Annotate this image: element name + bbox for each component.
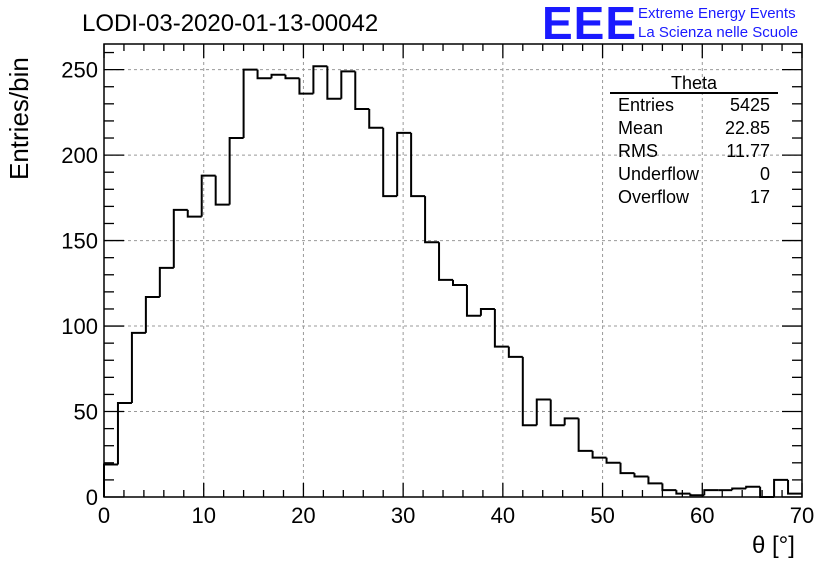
histogram-bin [619,462,635,475]
histogram-bin [103,463,118,497]
stats-value: 11.77 [726,141,770,161]
histogram-bin [382,127,398,198]
histogram-bin [675,490,691,495]
histogram-bin [214,175,230,206]
x-tick-label: 70 [790,503,814,528]
histogram-bin [242,68,258,139]
grid-lines [104,44,802,497]
histogram-bin [396,131,412,197]
stats-row-mean: Mean 22.85 [610,117,778,140]
stats-title: Theta [610,74,778,94]
histogram-bin [340,70,356,99]
stats-value: 17 [749,187,770,207]
histogram-bin [703,489,719,496]
histogram-bin [116,401,132,465]
y-tick-label: 0 [86,485,98,510]
logo-caption-line2: La Scienza nelle Scuole [638,24,799,41]
histogram-bin [144,295,160,333]
histogram-bin [591,450,607,459]
histogram-bin [507,346,523,358]
histogram-bin [158,266,174,297]
x-axis-label: θ [°] [752,532,795,559]
histogram-bin [298,78,314,95]
logo-caption-line1: Extreme Energy Events [638,5,796,22]
stats-value: 5425 [729,95,770,115]
histogram-bin [745,485,761,489]
x-tick-label: 30 [391,503,415,528]
histogram-bin [312,65,328,94]
stats-row-entries: Entries 5425 [610,94,778,117]
y-axis-label: Entries/bin [4,57,34,180]
y-tick-label: 50 [74,400,98,425]
x-tick-label: 40 [491,503,515,528]
histogram-bin [577,418,593,452]
histogram-bin [438,242,453,281]
stats-label: Underflow [618,164,700,184]
histogram-bin [773,478,789,497]
histogram-bin [410,132,426,198]
tick-labels: 0 10 20 30 40 50 60 70 0 50 100 150 200 250 [61,58,814,528]
x-tick-label: 10 [191,503,215,528]
histogram-bin [633,473,649,478]
x-tick-label: 50 [590,503,614,528]
y-tick-label: 200 [61,143,98,168]
stats-value: 0 [759,164,770,184]
stats-row-rms: RMS 11.77 [610,140,778,163]
stats-box: Theta Entries 5425 Mean 22.85 RMS 11.77 … [610,74,778,209]
logo-caption: Extreme Energy Events La Scienza nelle S… [638,4,798,42]
stats-label: RMS [618,141,658,161]
histogram-bin [493,308,509,348]
stats-label: Entries [618,95,675,115]
histogram-bin [479,307,495,316]
histogram-bin [647,476,663,485]
histogram-bin [563,417,579,426]
histogram-bin [549,399,565,427]
stats-label: Overflow [618,187,690,207]
stats-label: Mean [618,118,664,138]
histogram-bin [354,71,370,110]
axis-ticks [103,44,803,498]
x-tick-label: 60 [690,503,714,528]
histogram-bin [172,208,188,268]
histogram-bin [731,487,747,491]
histogram-bin [228,137,244,205]
histogram-bin [326,66,342,100]
stats-row-overflow: Overflow 17 [610,186,778,209]
histogram-bin [130,331,146,403]
x-tick-label: 20 [291,503,315,528]
histogram-bin [186,209,202,218]
histogram-bin [284,74,300,80]
histogram-bin [368,108,384,129]
y-tick-label: 150 [61,229,98,254]
histogram-bin [424,196,440,244]
histogram-bin [661,483,677,492]
histogram-bin [521,356,537,427]
y-tick-label: 250 [61,58,98,83]
histogram-bin [535,398,551,426]
plot-frame [103,43,803,498]
eee-logo: EEE [542,0,638,49]
stats-row-underflow: Underflow 0 [610,163,778,186]
histogram-bin [465,285,481,317]
histogram-bin [452,279,467,287]
stats-value: 22.85 [724,118,770,138]
histogram-series [103,65,802,498]
histogram-bin [200,174,216,217]
histogram-bin [270,73,286,79]
y-tick-label: 100 [61,314,98,339]
histogram-bin [256,69,272,80]
histogram-bin [689,493,705,497]
histogram-bin [605,457,621,464]
x-tick-label: 0 [98,503,110,528]
plot-title: LODI-03-2020-01-13-00042 [82,10,379,37]
histogram-bin [787,479,802,495]
